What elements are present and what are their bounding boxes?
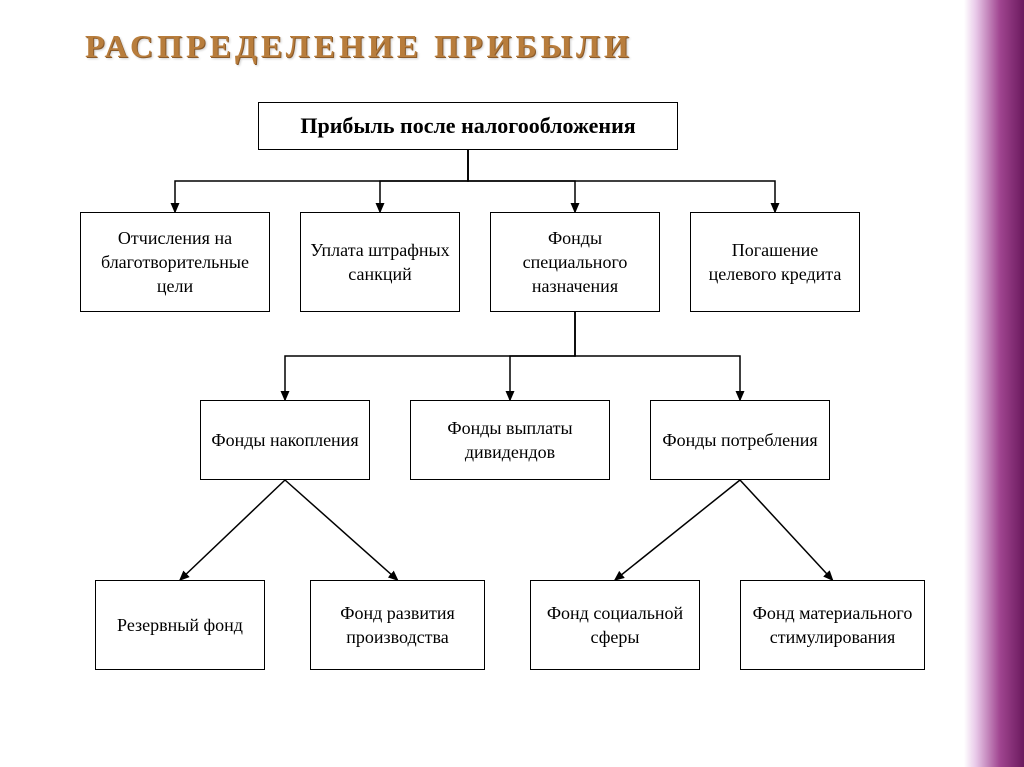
edge-root-L1c bbox=[468, 150, 575, 212]
node-L2a: Фонды накопления bbox=[200, 400, 370, 480]
node-L2b: Фонды выплаты дивидендов bbox=[410, 400, 610, 480]
edge-root-L1d bbox=[468, 150, 775, 212]
node-root: Прибыль после налогообложения bbox=[258, 102, 678, 150]
node-L3b: Фонд развития производства bbox=[310, 580, 485, 670]
edge-root-L1a bbox=[175, 150, 468, 212]
node-L3c: Фонд социальной сферы bbox=[530, 580, 700, 670]
node-L1a: Отчисления на благотворительные цели bbox=[80, 212, 270, 312]
node-L3a: Резервный фонд bbox=[95, 580, 265, 670]
node-L3d: Фонд материального стимулирования bbox=[740, 580, 925, 670]
edge-L2c-L3c bbox=[615, 480, 740, 580]
edge-L2a-L3a bbox=[180, 480, 285, 580]
gradient-sidebar bbox=[964, 0, 1024, 767]
node-L1c: Фонды специального назначения bbox=[490, 212, 660, 312]
edge-L2c-L3d bbox=[740, 480, 833, 580]
node-L2c: Фонды потребления bbox=[650, 400, 830, 480]
page-title: РАСПРЕДЕЛЕНИЕ ПРИБЫЛИ bbox=[85, 28, 633, 65]
edge-L1c-L2b bbox=[510, 312, 575, 400]
edge-L2a-L3b bbox=[285, 480, 398, 580]
edge-L1c-L2c bbox=[575, 312, 740, 400]
edge-root-L1b bbox=[380, 150, 468, 212]
node-L1d: Погашение целевого кредита bbox=[690, 212, 860, 312]
node-L1b: Уплата штрафных санкций bbox=[300, 212, 460, 312]
edge-L1c-L2a bbox=[285, 312, 575, 400]
